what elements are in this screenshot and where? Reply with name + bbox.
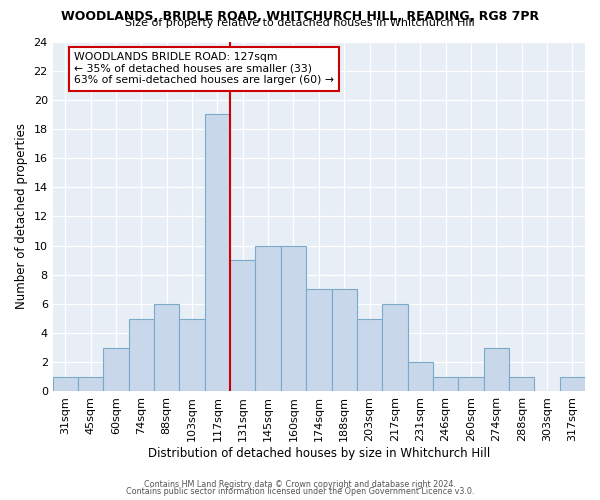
Bar [205,114,230,392]
X-axis label: Distribution of detached houses by size in Whitchurch Hill: Distribution of detached houses by size … [148,447,490,460]
Bar [560,377,585,392]
Bar [509,377,535,392]
Bar [129,318,154,392]
Bar [53,377,78,392]
Bar [103,348,129,392]
Text: Contains public sector information licensed under the Open Government Licence v3: Contains public sector information licen… [126,487,474,496]
Text: WOODLANDS BRIDLE ROAD: 127sqm
← 35% of detached houses are smaller (33)
63% of s: WOODLANDS BRIDLE ROAD: 127sqm ← 35% of d… [74,52,334,85]
Bar [332,290,357,392]
Bar [433,377,458,392]
Bar [484,348,509,392]
Bar [357,318,382,392]
Bar [306,290,332,392]
Bar [78,377,103,392]
Bar [281,246,306,392]
Bar [154,304,179,392]
Text: Size of property relative to detached houses in Whitchurch Hill: Size of property relative to detached ho… [125,18,475,28]
Bar [458,377,484,392]
Text: WOODLANDS, BRIDLE ROAD, WHITCHURCH HILL, READING, RG8 7PR: WOODLANDS, BRIDLE ROAD, WHITCHURCH HILL,… [61,10,539,23]
Bar [407,362,433,392]
Bar [256,246,281,392]
Bar [382,304,407,392]
Text: Contains HM Land Registry data © Crown copyright and database right 2024.: Contains HM Land Registry data © Crown c… [144,480,456,489]
Bar [179,318,205,392]
Bar [230,260,256,392]
Y-axis label: Number of detached properties: Number of detached properties [15,124,28,310]
